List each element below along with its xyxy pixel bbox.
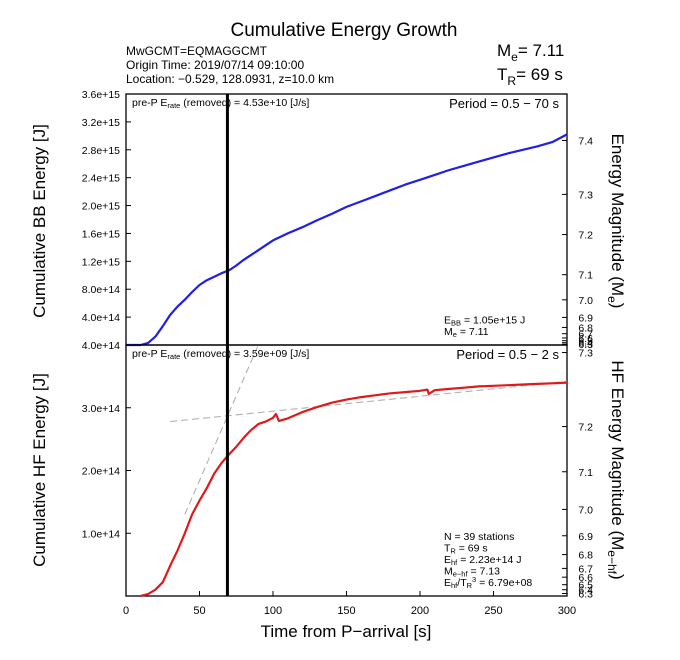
hf-right-tick-label: 7.0 xyxy=(578,504,593,516)
hf-right-tick-label: 6.4 xyxy=(578,585,593,597)
x-tick-label: 300 xyxy=(558,605,576,617)
hf-right-tick-label: 6.8 xyxy=(578,550,593,562)
hf-stat-line: TR = 69 s xyxy=(444,543,488,556)
bb-right-tick-label: 6.6 xyxy=(578,333,593,345)
tr-summary: TR= 69 s xyxy=(497,65,563,88)
hf-stat-line: Me−hf = 7.13 xyxy=(444,566,500,579)
bb-right-tick-label: 7.0 xyxy=(578,295,593,307)
bb-right-tick-label: 7.4 xyxy=(578,135,593,147)
hf-guide-line xyxy=(184,344,259,515)
bb-y-tick-label: 8.0e+14 xyxy=(82,284,120,296)
x-tick-label: 50 xyxy=(193,605,205,617)
origin-time: Origin Time: 2019/07/14 09:10:00 xyxy=(126,58,304,72)
bb-y-tick-label: 2.4e+15 xyxy=(82,173,120,185)
x-tick-label: 250 xyxy=(484,605,502,617)
bb-y-tick-label: 1.6e+15 xyxy=(82,228,120,240)
bb-right-tick-label: 6.8 xyxy=(578,322,593,334)
x-tick-label: 150 xyxy=(337,605,355,617)
bb-right-tick-label: 6.4 xyxy=(578,338,593,350)
bb-right-tick-label: 7.3 xyxy=(578,189,593,201)
bb-energy-panel: 4.0e+14 8.0e+14 1.2e+15 1.6e+15 2.0e+15 2.4e+… xyxy=(82,89,593,351)
hf-y-tick-label: 2.0e+14 xyxy=(82,466,120,478)
bb-series-line xyxy=(126,133,568,347)
bb-y-tick-label: 2.0e+15 xyxy=(82,201,120,213)
bb-y-tick-label: 2.8e+15 xyxy=(82,145,120,157)
hf-stat-line: Ehf = 2.23e+14 J xyxy=(444,554,522,567)
hf-y-tick-label: 3.0e+14 xyxy=(82,403,120,415)
hf-right-tick-label: 6.5 xyxy=(578,580,593,592)
bb-right-tick-label: 7.1 xyxy=(578,270,593,282)
bb-right-tick-label: 6.3 xyxy=(578,339,593,351)
bb-plot-frame xyxy=(125,93,568,346)
hf-right-axis-title: HF Energy Magnitude (Me−hf) xyxy=(605,360,627,579)
hf-right-tick-label: 6.6 xyxy=(578,572,593,584)
bb-right-tick-label: 6.5 xyxy=(578,336,593,348)
bb-right-tick-label: 7.2 xyxy=(578,230,593,242)
hf-right-tick-label: 6.9 xyxy=(578,531,593,543)
bb-y-axis-title: Cumulative BB Energy [J] xyxy=(30,124,49,318)
hf-stat-line: Ehf/TR3 = 6.79e+08 xyxy=(444,575,532,590)
bb-right-tick-label: 6.9 xyxy=(578,312,593,324)
hf-y-tick-label: 4.0e+14 xyxy=(82,340,120,352)
hf-pre-p-annotation: pre-P Erate (removed) = 3.59e+09 [J/s] xyxy=(132,348,309,361)
hf-right-tick-label: 6.3 xyxy=(578,588,593,600)
x-axis-title: Time from P−arrival [s] xyxy=(261,622,432,641)
hf-y-axis-title: Cumulative HF Energy [J] xyxy=(30,373,49,567)
bb-right-tick-label: 6.7 xyxy=(578,329,593,341)
hf-period-annotation: Period = 0.5 − 2 s xyxy=(456,347,559,362)
me-summary: Me= 7.11 xyxy=(497,41,564,64)
hf-right-tick-label: 7.3 xyxy=(578,348,593,360)
hf-series-line xyxy=(140,381,568,598)
hf-right-tick-label: 6.7 xyxy=(578,563,593,575)
bb-y-tick-label: 4.0e+14 xyxy=(82,312,120,324)
hf-y-tick-label: 1.0e+14 xyxy=(82,528,120,540)
event-id: MwGCMT=EQMAGGCMT xyxy=(126,44,268,58)
chart-title: Cumulative Energy Growth xyxy=(230,20,457,41)
x-tick-label: 200 xyxy=(411,605,429,617)
location: Location: −0.529, 128.0931, z=10.0 km xyxy=(126,72,334,86)
hf-right-tick-label: 7.1 xyxy=(578,467,593,479)
bb-stat-line: EBB = 1.05e+15 J xyxy=(444,315,525,328)
x-tick-label: 0 xyxy=(123,605,129,617)
bb-period-annotation: Period = 0.5 − 70 s xyxy=(449,96,559,111)
bb-y-tick-label: 1.2e+15 xyxy=(82,256,120,268)
bb-y-tick-label: 3.2e+15 xyxy=(82,117,120,129)
bb-stat-line: Me = 7.11 xyxy=(444,326,489,339)
bb-pre-p-annotation: pre-P Erate (removed) = 4.53e+10 [J/s] xyxy=(132,97,309,110)
hf-energy-panel: 1.0e+14 2.0e+14 3.0e+14 4.0e+14 7.3 7.2 7.1 7.0… xyxy=(82,340,593,617)
bb-y-tick-label: 3.6e+15 xyxy=(82,89,120,101)
bb-right-axis-title: Energy Magnitude (Me) xyxy=(605,134,627,309)
hf-right-tick-label: 7.2 xyxy=(578,422,593,434)
hf-stat-line: N = 39 stations xyxy=(444,531,514,543)
x-tick-label: 100 xyxy=(264,605,282,617)
hf-guide-line xyxy=(170,380,568,423)
